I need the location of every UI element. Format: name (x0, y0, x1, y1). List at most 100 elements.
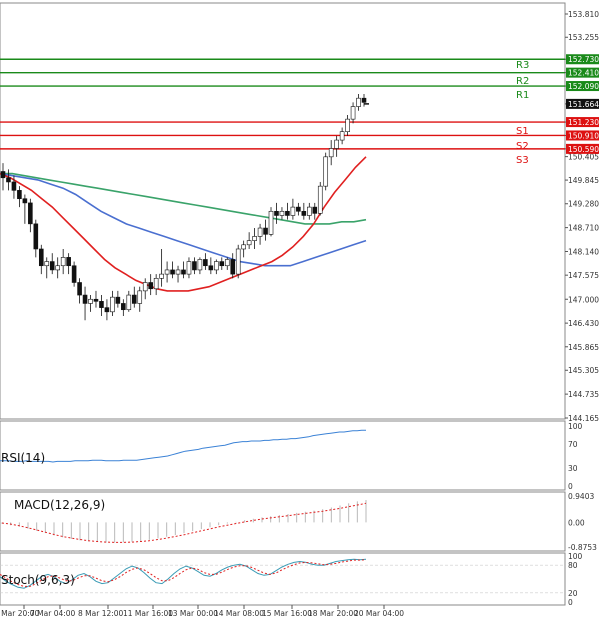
candle-body (279, 210, 285, 216)
rsi-line (0, 429, 366, 463)
rsi-tick-label: 0 (568, 482, 573, 491)
candle-body (214, 261, 219, 271)
candle-body (77, 282, 82, 296)
time-tick-label: 11 Mar 16:00 (123, 609, 173, 618)
candle-body (159, 273, 164, 279)
macd-tick-label: 0.00 (568, 518, 585, 527)
candle-body (11, 181, 17, 191)
pivot-price-tag-r2 (566, 67, 599, 78)
candle-body (66, 257, 71, 267)
candle-body (17, 190, 22, 200)
rsi-tick-label: 30 (568, 464, 578, 473)
candle-body (307, 206, 312, 216)
rsi-pane: 100 70 30 0 (0, 422, 583, 491)
price-axis: 153.810 153.255 150.405 149.845 149.280 148.7… (565, 10, 599, 423)
candle-body (203, 259, 208, 267)
price-tick-label: 153.255 (568, 33, 599, 42)
candle-body (317, 185, 323, 214)
candle-body (142, 282, 148, 292)
stoch-tick-label: 80 (568, 561, 578, 570)
pivot-price-label-r1: 152.090 (568, 82, 599, 91)
candle-body (219, 261, 225, 267)
candle-body (115, 296, 121, 304)
candle-body (104, 307, 110, 313)
label-r3: R3 (516, 60, 529, 71)
pivot-price-label-r3: 152.730 (568, 55, 599, 64)
macd-pane: 0.9403 0.00 -0.8753 (1, 492, 597, 552)
macd-title: MACD(12,26,9) (14, 498, 105, 512)
candle-body (131, 294, 137, 304)
candle-body (93, 298, 99, 302)
candle-body (164, 269, 170, 275)
candle-body (0, 171, 6, 179)
macd-signal-line (1, 502, 367, 543)
candle-body (334, 139, 339, 149)
label-r2: R2 (516, 76, 529, 87)
candle-body (339, 131, 345, 141)
label-s1: S1 (516, 126, 529, 137)
sma-blue-line (0, 172, 367, 267)
price-tick-label: 144.735 (568, 390, 599, 399)
candle-body (350, 106, 356, 120)
candle-body (296, 206, 301, 212)
candle-body (71, 265, 77, 283)
pivot-levels (0, 58, 565, 150)
candle-body (356, 97, 361, 107)
candle-body (44, 261, 50, 267)
candle-body (88, 298, 93, 304)
pivot-price-tag-r3 (566, 54, 599, 65)
candle-body (290, 206, 296, 216)
candle-body (192, 261, 197, 271)
time-tick-label: 13 Mar 00:00 (168, 609, 218, 618)
candle-body (121, 303, 126, 311)
price-tick-label: 150.405 (568, 153, 599, 162)
candle-body (186, 261, 192, 275)
macd-pane-frame (0, 491, 566, 552)
candle-body (241, 244, 246, 250)
pivot-price-label-s2: 150.910 (568, 131, 599, 140)
price-tick-label: 146.430 (568, 319, 599, 328)
label-s2: S2 (516, 141, 529, 152)
pivot-price-label-s3: 150.590 (568, 145, 599, 154)
price-tick-label: 148.140 (568, 247, 599, 256)
rsi-title: RSI(14) (1, 451, 45, 465)
candle-body (126, 294, 132, 311)
candle-body (361, 97, 367, 103)
time-tick-label: 8 Mar 12:00 (78, 609, 124, 618)
sma-red-line (0, 156, 367, 292)
macd-tick-label: 0.9403 (568, 492, 594, 501)
candle-body (137, 290, 143, 304)
candle-body (82, 294, 88, 304)
stoch-tick-label: 20 (568, 589, 578, 598)
candle-body (345, 118, 350, 133)
current-price-label: 151.664 (568, 100, 599, 109)
pivot-price-tag-r1 (566, 81, 599, 92)
price-tick-label: 149.280 (568, 200, 599, 209)
candle-body (257, 227, 263, 237)
price-tick-label: 147.000 (568, 295, 599, 304)
stoch-tick-label: 100 (568, 552, 583, 561)
candle-body (301, 210, 307, 216)
time-tick-label: 18 Mar 20:00 (308, 609, 358, 618)
price-tick-label: 148.710 (568, 224, 599, 233)
candle-body (197, 259, 203, 271)
pivot-price-label-s1: 151.230 (568, 118, 599, 127)
time-tick-label: 15 Mar 16:00 (262, 609, 312, 618)
price-tick-label: 145.305 (568, 366, 599, 375)
stoch-k-line (0, 558, 367, 589)
candle-body (170, 269, 175, 275)
sma-green-line (0, 172, 367, 225)
candle-body (38, 248, 44, 267)
candle-body (323, 156, 329, 187)
candle-body (181, 269, 186, 275)
candle-body (22, 198, 28, 204)
price-tick-label: 144.165 (568, 414, 599, 423)
candle-body (175, 269, 181, 275)
candle-body (224, 259, 230, 267)
stoch-tick-label: 0 (568, 598, 573, 607)
